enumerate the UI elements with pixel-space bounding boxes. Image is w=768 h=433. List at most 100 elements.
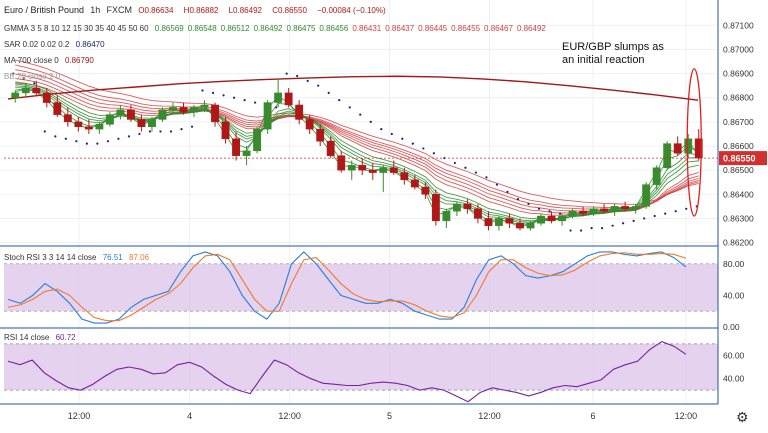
candle-body[interactable] <box>42 92 51 103</box>
candle-body[interactable] <box>53 102 62 115</box>
candle-body[interactable] <box>495 218 503 226</box>
candle-body[interactable] <box>631 206 640 210</box>
gmma-value: 0.86492 <box>253 24 283 33</box>
candle-body[interactable] <box>389 167 398 173</box>
gmma-legend[interactable]: GMMA 3 5 8 10 12 15 30 35 40 45 50 60 0.… <box>4 24 554 33</box>
stoch-series-d-line <box>7 252 687 322</box>
candle-body[interactable] <box>600 208 609 212</box>
candle-body[interactable] <box>32 87 41 94</box>
candle-body[interactable] <box>190 107 198 113</box>
candle-body[interactable] <box>473 208 482 219</box>
candle-body[interactable] <box>326 140 335 156</box>
candle-body[interactable] <box>179 107 188 113</box>
candle-body[interactable] <box>505 218 514 224</box>
stoch-tick-label: 80.00 <box>723 259 745 269</box>
candle-body[interactable] <box>379 167 388 173</box>
candle-body[interactable] <box>684 138 693 154</box>
candle-body[interactable] <box>463 203 472 210</box>
candle-body[interactable] <box>579 210 588 214</box>
sar-dot <box>495 183 499 186</box>
gear-icon[interactable]: ⚙ <box>736 409 749 425</box>
candle-body[interactable] <box>589 208 598 214</box>
candle-body[interactable] <box>673 143 682 154</box>
candle-body[interactable] <box>295 104 304 120</box>
candle-body[interactable] <box>158 109 167 120</box>
stoch-legend[interactable]: Stoch RSI 3 3 14 14 close 76.51 87.06 <box>4 253 153 262</box>
candle-body[interactable] <box>63 114 72 123</box>
candle-body[interactable] <box>137 119 146 127</box>
candle-body[interactable] <box>74 121 83 127</box>
candle-body[interactable] <box>558 215 566 222</box>
candle-body[interactable] <box>431 194 440 222</box>
candle-body[interactable] <box>652 167 661 185</box>
candle-body[interactable] <box>621 206 630 210</box>
symbol-legend[interactable]: Euro / British Pound 1h FXCM O0.86634 H0… <box>4 5 390 15</box>
candle-body[interactable] <box>337 155 346 171</box>
candle-body[interactable] <box>568 210 577 217</box>
candle-body[interactable] <box>116 109 125 115</box>
gmma-short-line <box>15 88 699 226</box>
stoch-tick-label: 40.00 <box>723 290 745 300</box>
candle-body[interactable] <box>400 172 409 181</box>
candle-body[interactable] <box>253 128 262 152</box>
candle-body[interactable] <box>663 143 672 168</box>
rsi-label: RSI 14 close <box>4 333 50 342</box>
candle-body[interactable] <box>126 109 135 120</box>
candle-body[interactable] <box>537 215 545 224</box>
candle-body[interactable] <box>232 138 241 156</box>
sar-dot <box>159 130 162 133</box>
candle-body[interactable] <box>547 215 556 222</box>
candle-body[interactable] <box>694 138 703 159</box>
gmma-long-line <box>15 59 699 205</box>
sar-dot <box>579 229 583 232</box>
candle-body[interactable] <box>410 179 419 188</box>
gmma-short-line <box>15 83 699 222</box>
time-tick-label: 6 <box>591 411 596 421</box>
candle-body[interactable] <box>347 165 356 171</box>
candle-body[interactable] <box>484 218 493 226</box>
candle-body[interactable] <box>452 203 461 212</box>
highlight-ellipse <box>686 68 702 217</box>
sar-dot <box>359 113 362 116</box>
rsi-pane[interactable] <box>4 340 718 403</box>
candle-body[interactable] <box>169 107 177 111</box>
candle-body[interactable] <box>21 87 30 94</box>
candle-body[interactable] <box>316 128 325 142</box>
candle-body[interactable] <box>358 165 367 171</box>
candle-body[interactable] <box>221 121 230 140</box>
stoch-rsi-pane[interactable] <box>4 251 718 324</box>
candle-body[interactable] <box>284 92 293 106</box>
candle-body[interactable] <box>305 119 314 130</box>
candle-body[interactable] <box>610 206 619 212</box>
candle-body[interactable] <box>421 186 430 195</box>
candle-body[interactable] <box>95 124 104 130</box>
sar-dot <box>317 84 320 87</box>
candle-body[interactable] <box>148 119 156 127</box>
candle-body[interactable] <box>368 169 377 173</box>
sar-dot <box>474 171 478 174</box>
price-pane[interactable] <box>4 59 718 232</box>
rsi-legend[interactable]: RSI 14 close 60.72 <box>4 333 80 342</box>
ma-legend[interactable]: MA 700 close 0 0.86790 <box>4 56 98 65</box>
candle-body[interactable] <box>442 210 451 222</box>
candle-body[interactable] <box>274 92 283 103</box>
candle-body[interactable] <box>263 102 272 130</box>
candle-body[interactable] <box>242 150 251 156</box>
candle-body[interactable] <box>11 92 20 98</box>
sar-dot <box>369 120 372 123</box>
sar-legend[interactable]: SAR 0.02 0.02 0.2 0.86470 <box>4 40 109 49</box>
price-tick-label: 0.86700 <box>723 117 754 127</box>
candle-body[interactable] <box>211 104 219 123</box>
candle-body[interactable] <box>84 126 93 130</box>
candle-body[interactable] <box>516 223 524 229</box>
ma-label: MA 700 close 0 <box>4 56 59 65</box>
candle-body[interactable] <box>200 104 209 108</box>
candle-body[interactable] <box>526 223 535 229</box>
sar-dot <box>338 99 341 102</box>
candle-body[interactable] <box>105 114 114 125</box>
sar-dot <box>275 106 278 109</box>
bb-legend[interactable]: BB 20 close 2 0 <box>4 72 64 81</box>
candle-body[interactable] <box>642 184 651 207</box>
